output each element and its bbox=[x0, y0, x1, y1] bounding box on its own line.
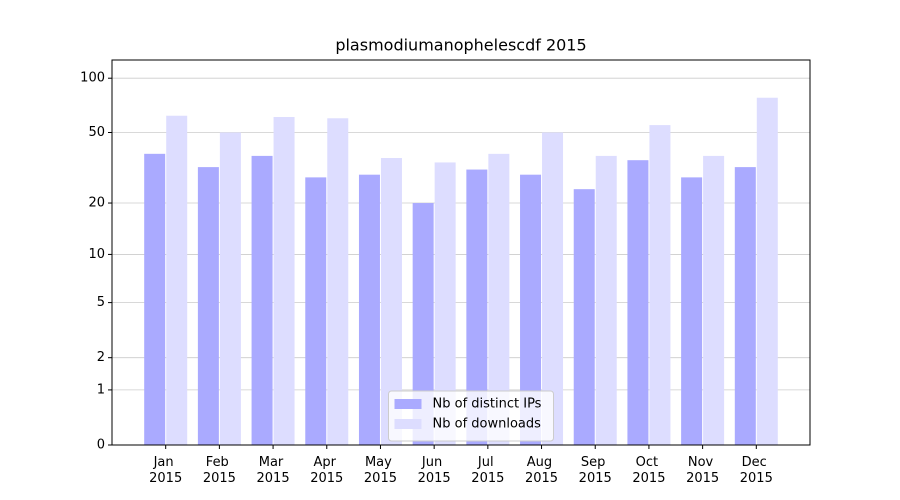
legend-swatch bbox=[394, 399, 422, 409]
bar bbox=[144, 153, 166, 445]
x-tick-label: Sep 2015 bbox=[579, 455, 612, 486]
bar bbox=[197, 167, 219, 445]
bar bbox=[703, 155, 725, 445]
x-tick-label: Apr 2015 bbox=[310, 455, 343, 486]
bar bbox=[681, 177, 703, 445]
bar bbox=[466, 169, 488, 445]
x-tick-label: Aug 2015 bbox=[525, 455, 558, 486]
bar bbox=[305, 177, 327, 445]
bar bbox=[488, 153, 510, 445]
bar bbox=[734, 167, 756, 445]
y-tick-label: 100 bbox=[80, 71, 105, 86]
plot-frame bbox=[111, 59, 811, 446]
legend: Nb of distinct IPs Nb of downloads bbox=[388, 390, 554, 442]
bar bbox=[595, 155, 617, 445]
x-tick-label: Mar 2015 bbox=[257, 455, 290, 486]
x-tick-label: Dec 2015 bbox=[740, 455, 773, 486]
y-tick-label: 2 bbox=[97, 350, 105, 365]
bar bbox=[627, 160, 649, 446]
x-tick-label: Oct 2015 bbox=[632, 455, 665, 486]
y-tick-label: 1 bbox=[97, 382, 105, 397]
legend-label: Nb of downloads bbox=[433, 417, 542, 432]
bar bbox=[327, 118, 349, 445]
y-tick-label: 50 bbox=[88, 125, 105, 140]
x-tick-label: Jan 2015 bbox=[149, 455, 182, 486]
y-tick-label: 0 bbox=[97, 438, 105, 453]
bar bbox=[358, 174, 380, 445]
bar bbox=[380, 158, 402, 445]
chart-title: plasmodiumanophelescdf 2015 bbox=[335, 36, 586, 55]
y-tick-label: 5 bbox=[97, 295, 105, 310]
legend-swatch bbox=[394, 419, 422, 429]
bar bbox=[251, 155, 273, 445]
bar bbox=[273, 116, 295, 445]
bar bbox=[573, 189, 595, 445]
x-tick-label: May 2015 bbox=[364, 455, 397, 486]
x-tick-label: Feb 2015 bbox=[203, 455, 236, 486]
bar bbox=[520, 174, 542, 445]
bar bbox=[219, 132, 241, 445]
bar bbox=[542, 132, 564, 445]
legend-label: Nb of distinct IPs bbox=[433, 397, 542, 412]
bar bbox=[412, 203, 434, 445]
x-tick-label: Jun 2015 bbox=[418, 455, 451, 486]
bar bbox=[649, 125, 671, 445]
x-tick-label: Jul 2015 bbox=[471, 455, 504, 486]
bar bbox=[756, 97, 778, 445]
bar bbox=[434, 162, 456, 445]
y-tick-label: 10 bbox=[88, 247, 105, 262]
y-tick-label: 20 bbox=[88, 196, 105, 211]
x-tick-label: Nov 2015 bbox=[686, 455, 719, 486]
bar bbox=[166, 115, 188, 445]
legend-box bbox=[388, 390, 554, 442]
